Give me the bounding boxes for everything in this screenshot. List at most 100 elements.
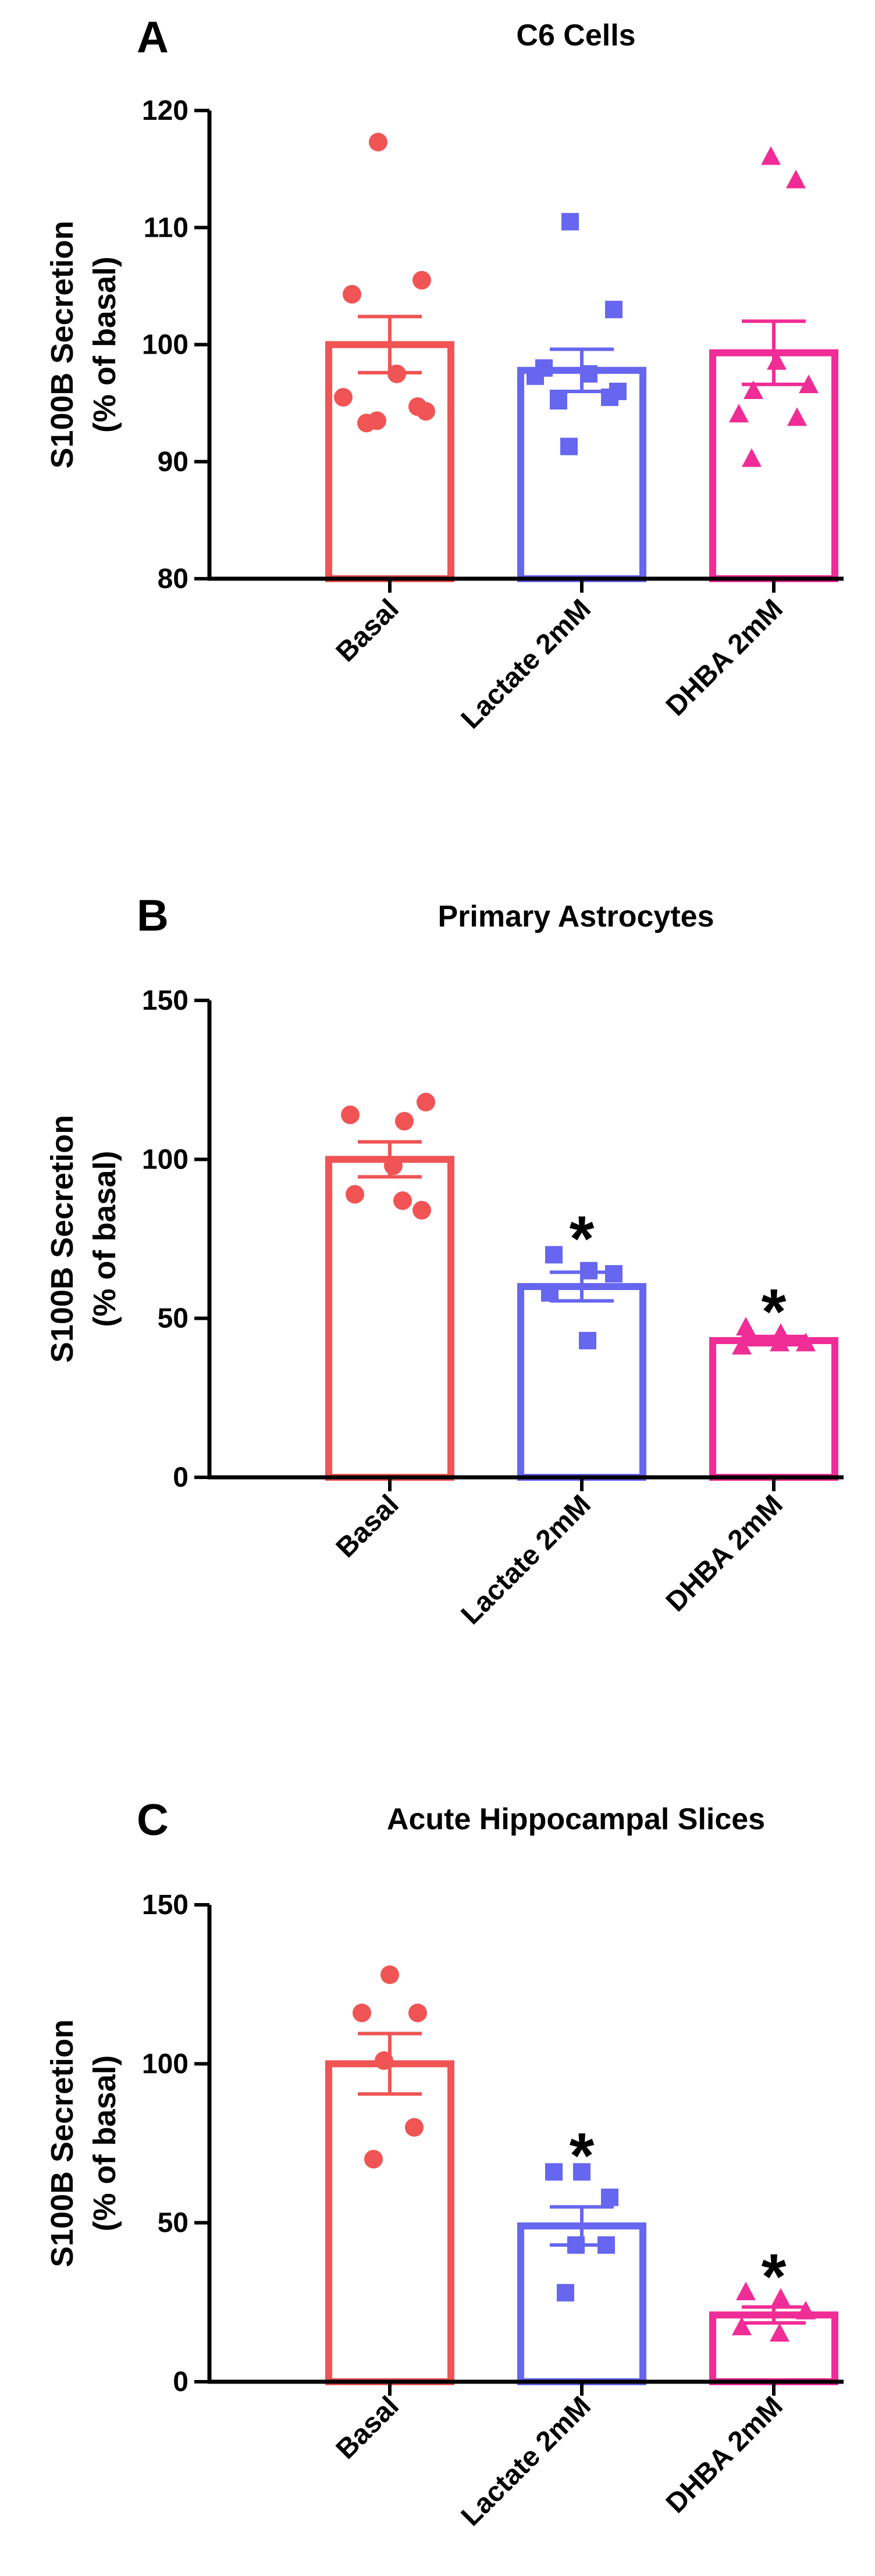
- data-point: [605, 1265, 623, 1283]
- data-point: [408, 397, 427, 416]
- significance-asterisk: *: [762, 1276, 787, 1348]
- bar-basal: [325, 1156, 454, 1481]
- data-point: [729, 404, 749, 423]
- data-point: [796, 1332, 816, 1352]
- bar-dhba-2mm: [709, 1337, 838, 1481]
- data-point: [541, 1284, 559, 1302]
- panel-letter: B: [137, 891, 169, 940]
- data-point: [736, 1317, 756, 1336]
- y-tick-label: 90: [158, 447, 188, 478]
- y-tick-label: 80: [158, 564, 188, 594]
- data-point: [417, 1092, 435, 1111]
- data-point: [580, 1262, 597, 1280]
- data-point: [601, 2188, 618, 2206]
- data-point: [605, 301, 623, 319]
- error-bar: [329, 315, 451, 375]
- data-point: [346, 1185, 364, 1204]
- data-point: [767, 351, 787, 370]
- data-point: [369, 133, 387, 152]
- y-axis-label: S100B Secretion: [45, 1115, 80, 1363]
- x-tick-label: DHBA 2mM: [660, 2390, 789, 2519]
- data-point: [341, 1105, 360, 1124]
- data-point: [787, 407, 807, 426]
- y-tick-label: 150: [142, 985, 188, 1016]
- data-point: [393, 1191, 412, 1210]
- data-point: [761, 146, 781, 165]
- x-tick-label: Basal: [330, 1489, 405, 1563]
- data-point: [770, 2323, 789, 2342]
- bar-dhba-2mm: [709, 2311, 838, 2385]
- data-point: [343, 284, 361, 304]
- y-tick-label: 50: [158, 2208, 188, 2239]
- data-point: [771, 1323, 791, 1342]
- data-point: [771, 2288, 791, 2307]
- data-point: [368, 411, 386, 430]
- data-point: [412, 1200, 431, 1220]
- significance-asterisk: *: [570, 2120, 595, 2192]
- data-point: [601, 389, 618, 407]
- x-tick-label: Basal: [330, 2390, 405, 2465]
- bar-lactate-2mm: [517, 366, 646, 583]
- data-point: [384, 1156, 403, 1175]
- x-tick-label: Basal: [330, 593, 405, 668]
- y-tick-label: 0: [173, 2367, 188, 2397]
- data-point: [353, 2003, 371, 2022]
- data-point: [527, 367, 544, 385]
- y-tick-label: 120: [142, 95, 188, 126]
- data-point: [744, 380, 763, 399]
- data-point: [545, 1246, 563, 1264]
- data-point: [334, 388, 353, 407]
- bar-dhba-2mm: [709, 349, 838, 583]
- data-point: [395, 1111, 414, 1131]
- x-tick-label: Lactate 2mM: [456, 593, 597, 735]
- data-point: [732, 1335, 752, 1355]
- y-axis-label: S100B Secretion: [45, 2019, 80, 2267]
- data-point: [557, 2283, 574, 2301]
- data-point: [579, 1331, 596, 1349]
- y-axis-label: (% of basal): [87, 256, 122, 433]
- data-point: [380, 1965, 399, 1984]
- y-tick-label: 100: [142, 1144, 188, 1175]
- y-tick-label: 100: [142, 2048, 188, 2079]
- y-axis-label: (% of basal): [87, 1150, 122, 1327]
- data-point: [580, 365, 597, 383]
- x-tick-label: Lactate 2mM: [456, 1489, 597, 1630]
- y-tick-label: 0: [173, 1462, 188, 1493]
- data-point: [412, 270, 431, 290]
- data-point: [770, 1332, 789, 1352]
- x-tick-label: DHBA 2mM: [660, 593, 789, 722]
- x-tick-label: DHBA 2mM: [660, 1489, 789, 1617]
- data-point: [550, 392, 567, 410]
- data-point: [567, 2236, 585, 2254]
- y-tick-label: 100: [142, 330, 188, 361]
- bar-basal: [325, 2060, 454, 2385]
- chart-title: Primary Astrocytes: [438, 900, 714, 934]
- data-point: [786, 169, 806, 188]
- chart-title: C6 Cells: [516, 19, 635, 52]
- data-point: [561, 213, 579, 231]
- data-point: [799, 374, 819, 393]
- y-tick-label: 50: [158, 1303, 188, 1334]
- y-axis-label: S100B Secretion: [45, 220, 80, 468]
- data-point: [387, 364, 406, 383]
- y-tick-label: 110: [144, 212, 188, 243]
- data-point: [405, 2118, 424, 2137]
- error-bar: [713, 319, 835, 386]
- chart-panel-b: B Primary Astrocytes S100B Secretion (% of …: [45, 891, 844, 1630]
- y-tick-label: 150: [142, 1890, 188, 1921]
- panel-letter: C: [137, 1795, 169, 1845]
- data-point: [732, 2317, 752, 2336]
- error-bar: [713, 2305, 835, 2325]
- data-point: [573, 2163, 591, 2181]
- y-axis-label: (% of basal): [87, 2055, 122, 2231]
- data-point: [560, 437, 578, 455]
- significance-asterisk: *: [762, 2241, 787, 2313]
- data-point: [597, 2236, 615, 2254]
- data-point: [796, 2300, 816, 2320]
- significance-asterisk: *: [570, 1203, 595, 1274]
- data-point: [375, 2051, 393, 2070]
- data-point: [545, 2163, 563, 2181]
- data-point: [408, 2003, 427, 2022]
- data-point: [364, 2150, 383, 2169]
